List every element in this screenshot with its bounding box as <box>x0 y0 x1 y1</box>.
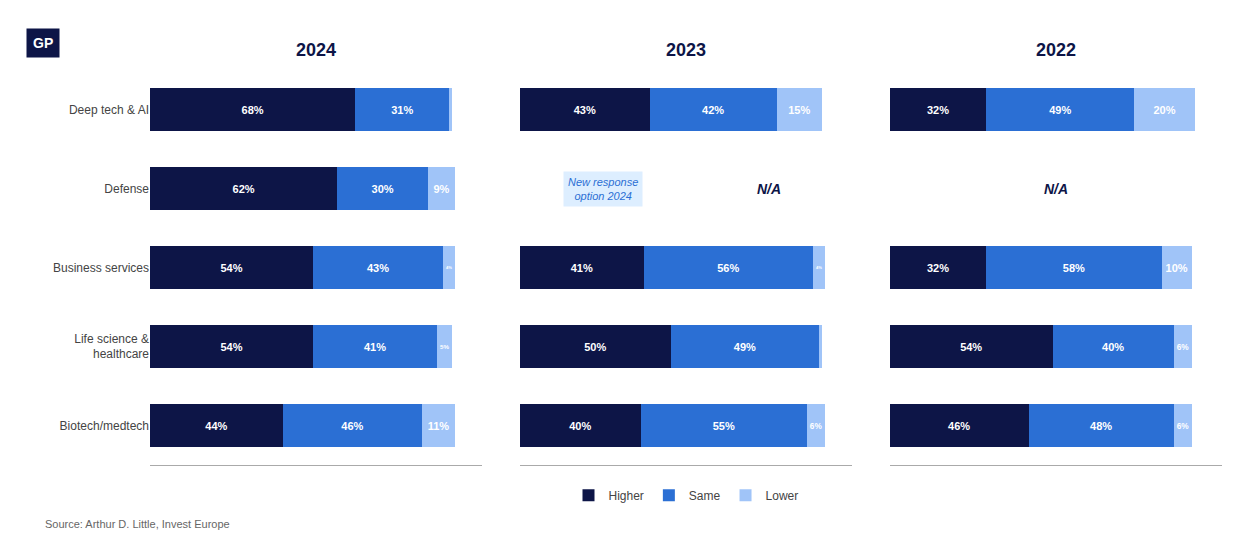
svg-text:32%: 32% <box>927 104 949 116</box>
svg-text:5%: 5% <box>440 343 449 350</box>
svg-text:15%: 15% <box>788 104 810 116</box>
svg-text:49%: 49% <box>734 341 756 353</box>
svg-text:N/A: N/A <box>1044 181 1068 197</box>
svg-text:Defense: Defense <box>104 182 149 196</box>
svg-text:54%: 54% <box>220 341 242 353</box>
svg-text:9%: 9% <box>433 183 449 195</box>
svg-text:4%: 4% <box>816 265 822 270</box>
svg-text:Source: Arthur D. Little, Inve: Source: Arthur D. Little, Invest Europe <box>45 518 230 530</box>
svg-text:46%: 46% <box>948 420 970 432</box>
svg-text:30%: 30% <box>372 183 394 195</box>
svg-text:48%: 48% <box>1090 420 1112 432</box>
svg-text:4%: 4% <box>446 265 452 270</box>
svg-text:40%: 40% <box>1102 341 1124 353</box>
svg-text:42%: 42% <box>702 104 724 116</box>
svg-text:GP: GP <box>33 35 53 51</box>
svg-text:49%: 49% <box>1049 104 1071 116</box>
svg-text:10%: 10% <box>1166 262 1188 274</box>
svg-text:43%: 43% <box>574 104 596 116</box>
svg-text:44%: 44% <box>205 420 227 432</box>
svg-text:68%: 68% <box>242 104 264 116</box>
svg-text:50%: 50% <box>584 341 606 353</box>
svg-text:6%: 6% <box>1177 343 1190 352</box>
svg-text:41%: 41% <box>571 262 593 274</box>
svg-text:62%: 62% <box>233 183 255 195</box>
svg-text:6%: 6% <box>1177 422 1190 431</box>
svg-text:32%: 32% <box>927 262 949 274</box>
svg-text:6%: 6% <box>810 422 823 431</box>
svg-text:N/A: N/A <box>757 181 781 197</box>
svg-text:2022: 2022 <box>1036 40 1076 60</box>
svg-text:Biotech/medtech: Biotech/medtech <box>60 419 149 433</box>
svg-text:54%: 54% <box>220 262 242 274</box>
svg-text:Lower: Lower <box>766 489 799 503</box>
svg-text:20%: 20% <box>1153 104 1175 116</box>
svg-text:54%: 54% <box>960 341 982 353</box>
svg-text:Deep tech & AI: Deep tech & AI <box>69 103 149 117</box>
svg-text:55%: 55% <box>713 420 735 432</box>
svg-text:31%: 31% <box>391 104 413 116</box>
svg-text:41%: 41% <box>364 341 386 353</box>
svg-text:Business services: Business services <box>53 261 149 275</box>
svg-text:Life science &healthcare: Life science &healthcare <box>74 332 149 362</box>
svg-text:Same: Same <box>689 489 721 503</box>
svg-text:2023: 2023 <box>666 40 706 60</box>
svg-text:43%: 43% <box>367 262 389 274</box>
svg-text:2024: 2024 <box>296 40 336 60</box>
svg-text:56%: 56% <box>717 262 739 274</box>
svg-text:40%: 40% <box>569 420 591 432</box>
svg-text:11%: 11% <box>428 420 450 432</box>
svg-text:58%: 58% <box>1063 262 1085 274</box>
svg-text:New responseoption 2024: New responseoption 2024 <box>568 176 638 202</box>
svg-text:Higher: Higher <box>609 489 644 503</box>
svg-text:46%: 46% <box>341 420 363 432</box>
